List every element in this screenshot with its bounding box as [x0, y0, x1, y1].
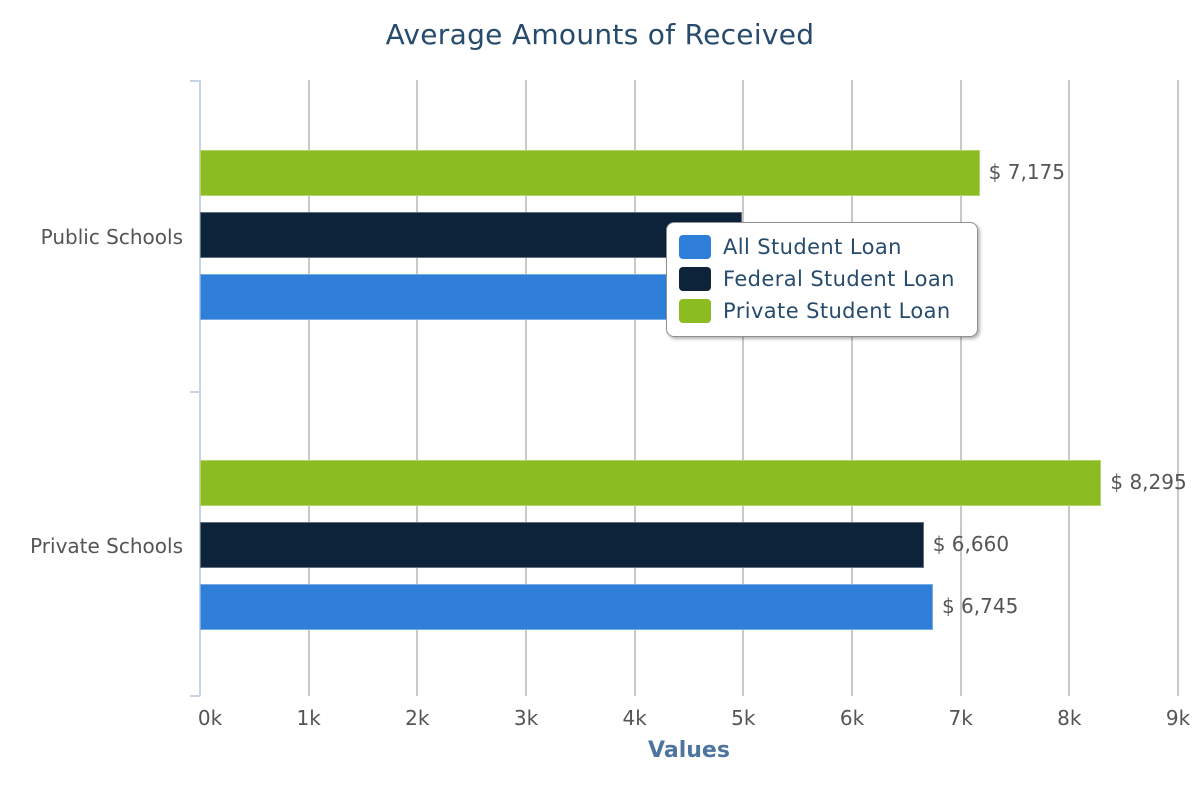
legend-item-federal-student-loan[interactable]: Federal Student Loan: [679, 265, 955, 293]
data-label: $ 6,660: [932, 532, 1010, 556]
x-axis-tick-label: 0k: [197, 706, 223, 730]
legend-item-private-student-loan[interactable]: Private Student Loan: [679, 297, 951, 325]
bar-federal-student-loan-private-schools[interactable]: [200, 522, 924, 568]
bar-private-student-loan-public-schools[interactable]: [200, 150, 980, 196]
x-axis-tick-label: 5k: [731, 706, 756, 730]
gridline: [742, 80, 745, 696]
bar-federal-student-loan-public-schools[interactable]: [200, 212, 743, 258]
y-axis-tick: [190, 695, 200, 697]
gridline: [633, 80, 636, 696]
x-axis-tick-label: 1k: [296, 706, 321, 730]
gridline: [307, 80, 310, 696]
legend-swatch-icon: [679, 299, 711, 323]
data-label: $ 7,175: [988, 160, 1066, 184]
legend-item-all-student-loan[interactable]: All Student Loan: [679, 233, 902, 261]
x-axis-tick-label: 4k: [622, 706, 647, 730]
x-axis-tick-label: 6k: [839, 706, 865, 730]
x-axis-tick-label: 8k: [1057, 706, 1082, 730]
legend-label: Federal Student Loan: [723, 267, 955, 291]
gridline: [959, 80, 962, 696]
bar-private-student-loan-private-schools[interactable]: [200, 460, 1102, 506]
bar-all-student-loan-private-schools[interactable]: [200, 584, 933, 630]
x-axis-tick-label: 9k: [1165, 706, 1191, 730]
y-axis-line: [199, 80, 201, 696]
data-label: $ 8,295: [1110, 470, 1187, 494]
x-axis-tick-label: 3k: [513, 706, 539, 730]
category-label-public-schools: Public Schools: [40, 225, 183, 249]
legend-label: Private Student Loan: [723, 299, 951, 323]
y-axis-tick: [190, 391, 200, 393]
legend-label: All Student Loan: [723, 235, 902, 259]
legend: All Student Loan Federal Student Loan Pr…: [666, 222, 978, 337]
x-axis-tick-label: 2k: [405, 706, 430, 730]
gridline: [525, 80, 527, 696]
x-axis-tick-label: 7k: [948, 706, 973, 730]
legend-swatch-icon: [679, 235, 711, 259]
data-label: $ 6,745: [941, 594, 1019, 618]
category-label-private-schools: Private Schools: [30, 534, 183, 558]
gridline: [851, 80, 853, 696]
gridline: [1177, 80, 1179, 696]
x-axis-title: Values: [648, 738, 730, 763]
gridline: [1068, 80, 1071, 696]
y-axis-tick: [190, 80, 200, 82]
gridline: [416, 80, 419, 696]
chart-title: Average Amounts of Received: [385, 18, 815, 51]
legend-swatch-icon: [679, 267, 711, 291]
